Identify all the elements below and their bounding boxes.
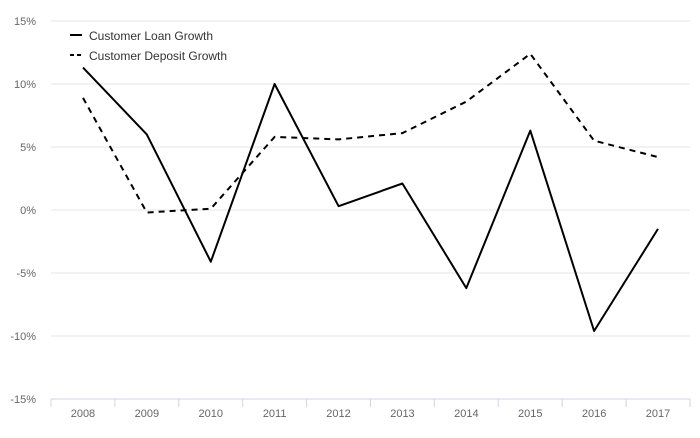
y-tick-label: -15%	[10, 394, 36, 406]
x-tick-label: 2013	[390, 408, 414, 420]
y-tick-label: 0%	[20, 205, 36, 217]
legend[interactable]: Customer Loan Growth Customer Deposit Gro…	[70, 29, 227, 63]
x-tick-label: 2010	[199, 408, 223, 420]
x-axis: 2008 2009 2010 2011 2012 2013 2014 2015 2016 2017	[51, 399, 690, 420]
gridlines	[51, 21, 690, 336]
series-lines	[83, 54, 658, 331]
x-tick-label: 2008	[71, 408, 95, 420]
x-tick-label: 2016	[582, 408, 606, 420]
x-tick-label: 2015	[518, 408, 542, 420]
legend-label: Customer Loan Growth	[89, 29, 213, 43]
y-axis: 15% 10% 5% 0% -5% -10% -15%	[10, 16, 36, 406]
legend-item[interactable]: Customer Deposit Growth	[70, 49, 227, 63]
legend-label: Customer Deposit Growth	[89, 49, 227, 63]
x-tick-label: 2009	[135, 408, 159, 420]
x-tick-label: 2014	[454, 408, 478, 420]
y-tick-label: 5%	[20, 142, 36, 154]
series-line-customer-deposit-growth[interactable]	[83, 54, 658, 213]
series-line-customer-loan-growth[interactable]	[83, 68, 658, 331]
y-tick-label: -10%	[10, 331, 36, 343]
x-tick-label: 2017	[646, 408, 670, 420]
y-tick-label: 15%	[14, 16, 36, 28]
y-tick-label: 10%	[14, 79, 36, 91]
y-tick-label: -5%	[16, 268, 36, 280]
x-tick-label: 2011	[263, 408, 287, 420]
x-tick-label: 2012	[326, 408, 350, 420]
legend-item[interactable]: Customer Loan Growth	[70, 29, 213, 43]
